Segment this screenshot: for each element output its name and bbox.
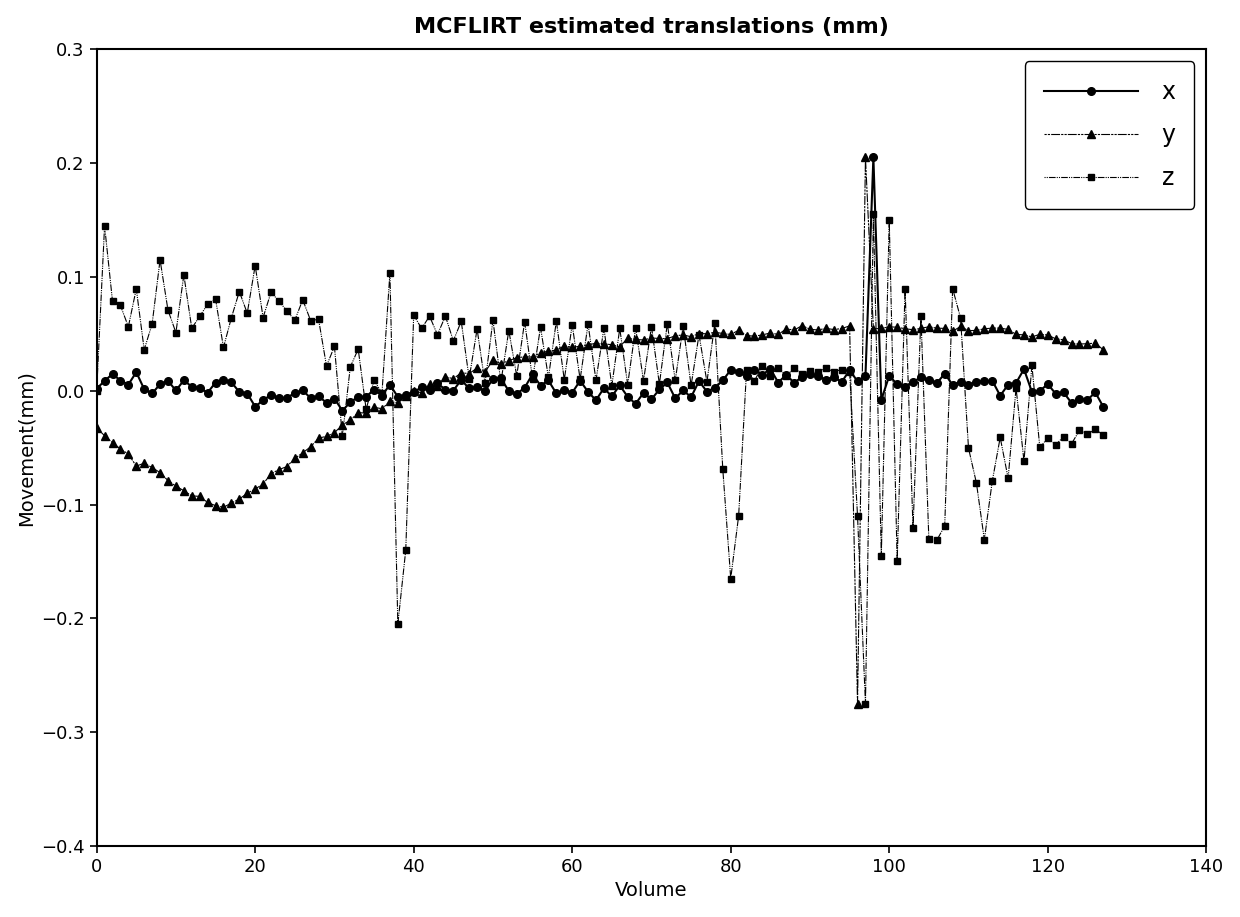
x xyxy=(620,392,635,403)
x xyxy=(470,381,485,392)
z xyxy=(1064,438,1079,449)
z xyxy=(1096,429,1111,440)
z xyxy=(613,323,627,334)
y xyxy=(89,423,104,434)
y xyxy=(968,325,983,336)
y xyxy=(461,368,476,379)
y xyxy=(1096,344,1111,355)
y xyxy=(1064,338,1079,349)
z xyxy=(89,385,104,396)
x xyxy=(342,397,357,408)
y xyxy=(501,355,516,366)
Title: MCFLIRT estimated translations (mm): MCFLIRT estimated translations (mm) xyxy=(414,17,889,37)
z xyxy=(461,373,476,384)
z xyxy=(866,209,880,220)
x xyxy=(1096,401,1111,412)
X-axis label: Volume: Volume xyxy=(615,881,688,900)
x xyxy=(968,376,983,387)
Line: x: x xyxy=(93,154,1107,414)
y xyxy=(335,419,350,430)
z xyxy=(858,698,873,709)
y xyxy=(851,698,866,709)
z xyxy=(968,478,983,489)
Line: y: y xyxy=(93,154,1107,708)
z xyxy=(501,325,516,336)
Y-axis label: Movement(mm): Movement(mm) xyxy=(16,370,36,525)
x xyxy=(510,389,525,400)
x xyxy=(89,383,104,394)
Line: z: z xyxy=(93,211,1106,707)
x xyxy=(866,152,880,163)
Legend: x, y, z: x, y, z xyxy=(1024,61,1194,209)
y xyxy=(858,152,873,163)
y xyxy=(613,341,627,352)
x xyxy=(1064,397,1079,408)
z xyxy=(335,431,350,442)
x xyxy=(335,405,350,416)
